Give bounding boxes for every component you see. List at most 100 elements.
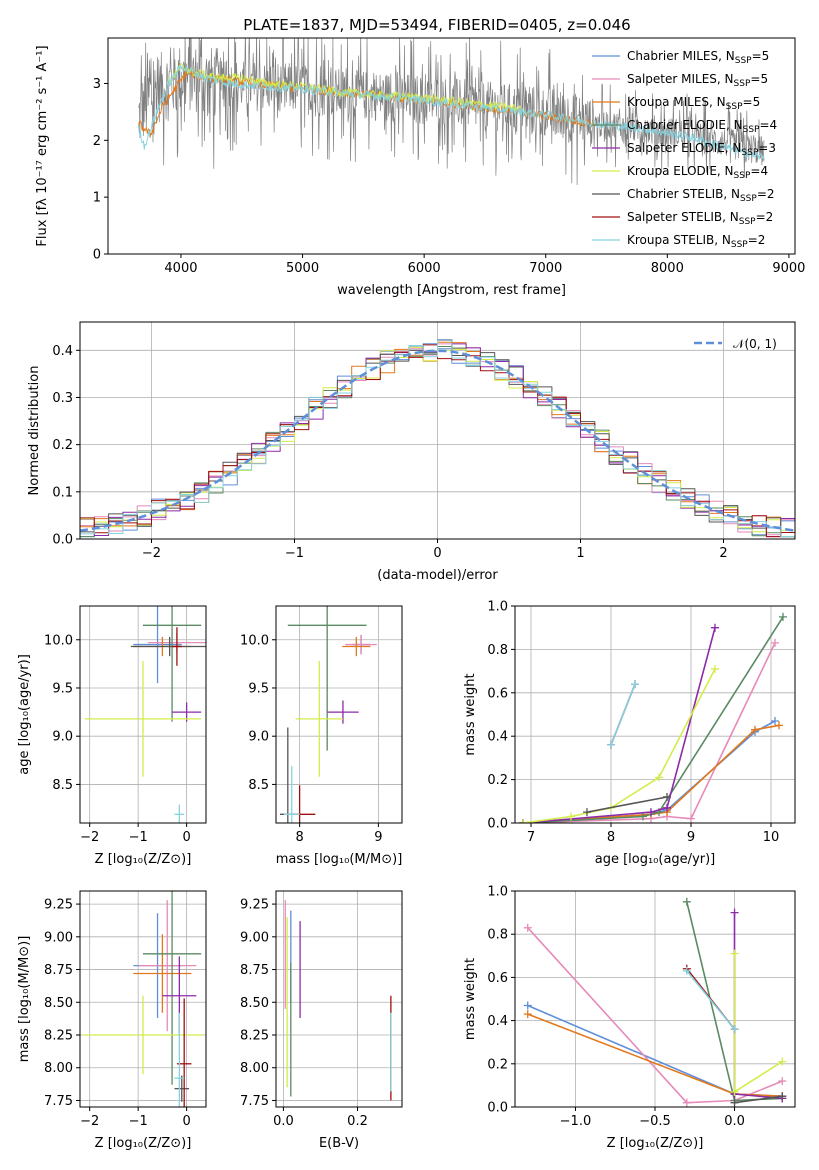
- x-tick-label: 7: [527, 830, 535, 845]
- weight-series-line: [733, 912, 783, 1100]
- age-vs-mass-axes: 8 9 8.5 9.0 9.5 10.0 mass [log₁₀(M/M⊙)]: [240, 605, 403, 867]
- weight-series-line: [522, 616, 784, 823]
- weight-point-marker: [730, 1087, 739, 1096]
- x-tick-label: −2: [80, 830, 99, 845]
- x-tick-label: −2: [80, 1114, 99, 1129]
- y-tick-label: 8.25: [240, 1029, 269, 1044]
- x-tick-label: 8: [295, 830, 303, 845]
- weight-vs-Z-axes: −1.0 −0.5 0.0 0.0 0.2 0.4 0.6 0.8 1.0 Z [log₁₀(Z/…: [463, 885, 796, 1151]
- x-tick-label: 10: [763, 830, 780, 845]
- weight-point-marker: [730, 1098, 739, 1107]
- x-axis-label: (data-model)/error: [377, 568, 498, 583]
- spectrum-frame: [107, 37, 796, 255]
- weight-point-marker: [730, 949, 739, 958]
- x-tick-label: 0: [182, 1114, 190, 1129]
- weight-point-marker: [682, 897, 691, 906]
- y-tick-label: 0.0: [487, 1101, 508, 1116]
- x-tick-label: 8000: [651, 261, 684, 276]
- weight-point-marker: [730, 908, 739, 917]
- spectrum-legend: Chabrier MILES, NSSP=5 Salpeter MILES, NS…: [592, 49, 777, 250]
- x-tick-label: 9: [687, 830, 695, 845]
- legend-label: Kroupa MILES, NSSP=5: [627, 95, 760, 112]
- y-tick-label: 0: [93, 248, 101, 263]
- y-tick-label: 8.75: [240, 963, 269, 978]
- y-tick-label: 0.0: [487, 817, 508, 832]
- legend-label: Salpeter ELODIE, NSSP=3: [627, 141, 776, 158]
- mass-vs-Z-axes: −2 −1 0 7.75 8.00 8.25 8.50 8.75 9.00 9.25 Z [log₁…: [17, 890, 207, 1151]
- y-axis-label: mass weight: [463, 958, 478, 1040]
- x-tick-label: 0.0: [724, 1114, 745, 1129]
- mass-vs-Z-plot-area: [82, 891, 204, 1107]
- weight-point-marker: [730, 1025, 739, 1034]
- y-tick-label: 1.0: [487, 600, 508, 615]
- weight-series-line: [733, 953, 783, 1093]
- weight-point-marker: [647, 808, 655, 817]
- legend-label: Chabrier MILES, NSSP=5: [627, 49, 769, 66]
- x-tick-label: 2: [719, 546, 727, 561]
- y-axis-label: Flux [fλ 10⁻¹⁷ erg cm⁻² s⁻¹ A⁻¹]: [35, 45, 50, 246]
- weight-point-marker: [682, 966, 691, 975]
- x-tick-label: 8: [607, 830, 615, 845]
- x-tick-label: 1: [576, 546, 584, 561]
- residuals-axes: −2 −1 0 1 2 0.0 0.1 0.2 0.3 0.4 (data-model)/error…: [27, 321, 796, 583]
- y-tick-label: 0.8: [487, 928, 508, 943]
- weight-point-marker: [775, 721, 783, 730]
- weight-series-line: [527, 927, 783, 1104]
- legend-label: Kroupa ELODIE, NSSP=4: [627, 164, 768, 181]
- y-tick-label: 1.0: [487, 885, 508, 900]
- y-tick-label: 8.75: [44, 963, 73, 978]
- mass-vs-EBV-axes: 0.0 0.2 7.75 8.00 8.25 8.50 8.75 9.00 9.25 E(B-V): [240, 890, 403, 1151]
- weight-point-marker: [711, 623, 719, 632]
- weight-point-marker: [519, 819, 527, 823]
- y-tick-label: 8.5: [248, 778, 269, 793]
- x-tick-label: 0: [182, 830, 190, 845]
- x-axis-label: mass [log₁₀(M/M⊙)]: [276, 852, 403, 867]
- y-tick-label: 8.5: [52, 778, 73, 793]
- x-axis-label: Z [log₁₀(Z/Z⊙)]: [95, 852, 192, 867]
- y-tick-label: 3: [93, 77, 101, 92]
- x-axis-label: E(B-V): [319, 1136, 359, 1151]
- spectrum-model-line: [137, 64, 765, 161]
- gaussian-reference-line: [80, 349, 795, 532]
- legend-label: Kroupa STELIB, NSSP=2: [627, 233, 765, 250]
- x-axis-label: age [log₁₀(age/yr)]: [595, 852, 716, 867]
- legend-label: Salpeter MILES, NSSP=5: [627, 72, 768, 89]
- legend-label: Salpeter STELIB, NSSP=2: [627, 210, 773, 227]
- weight-point-marker: [687, 814, 695, 823]
- weight-point-marker: [751, 725, 759, 734]
- weight-point-marker: [523, 1010, 532, 1019]
- y-tick-label: 0.6: [487, 971, 508, 986]
- x-tick-label: 9: [374, 830, 382, 845]
- weight-vs-age-frame: [514, 605, 796, 824]
- weight-vs-age-axes: 7 8 9 10 0.0 0.2 0.4 0.6 0.8 1.0 age [log₁₀(age/yr…: [463, 600, 796, 867]
- age-vs-mass-frame: [275, 605, 403, 824]
- y-tick-label: 0.2: [487, 773, 508, 788]
- y-tick-label: 10.0: [240, 633, 269, 648]
- x-axis-label: wavelength [Angstrom, rest frame]: [337, 283, 566, 298]
- y-tick-label: 9.5: [248, 681, 269, 696]
- y-tick-label: 1: [93, 191, 101, 206]
- x-tick-label: −1: [129, 1114, 148, 1129]
- x-axis-label: Z [log₁₀(Z/Z⊙)]: [607, 1136, 704, 1151]
- y-tick-label: 0.4: [52, 344, 73, 359]
- spectrum-axes: 4000 5000 6000 7000 8000 9000 0 1 2 3 wavelength […: [35, 37, 805, 298]
- weight-point-marker: [631, 680, 639, 689]
- y-tick-label: 8.50: [240, 996, 269, 1011]
- y-tick-label: 0.8: [487, 643, 508, 658]
- y-tick-label: 7.75: [44, 1094, 73, 1109]
- x-tick-label: −2: [142, 546, 161, 561]
- x-tick-label: −1.0: [560, 1114, 592, 1129]
- weight-point-marker: [523, 923, 532, 932]
- x-tick-label: 0.2: [347, 1114, 368, 1129]
- weight-point-marker: [583, 808, 591, 817]
- y-axis-label: mass [log₁₀(M/M⊙)]: [17, 936, 32, 1063]
- weight-point-marker: [663, 803, 671, 812]
- y-tick-label: 9.00: [44, 930, 73, 945]
- y-tick-label: 9.00: [240, 930, 269, 945]
- weight-point-marker: [711, 664, 719, 673]
- y-tick-label: 9.0: [52, 730, 73, 745]
- y-tick-label: 0.2: [52, 438, 73, 453]
- x-axis-label: Z [log₁₀(Z/Z⊙)]: [95, 1136, 192, 1151]
- weight-series-line: [734, 1095, 783, 1104]
